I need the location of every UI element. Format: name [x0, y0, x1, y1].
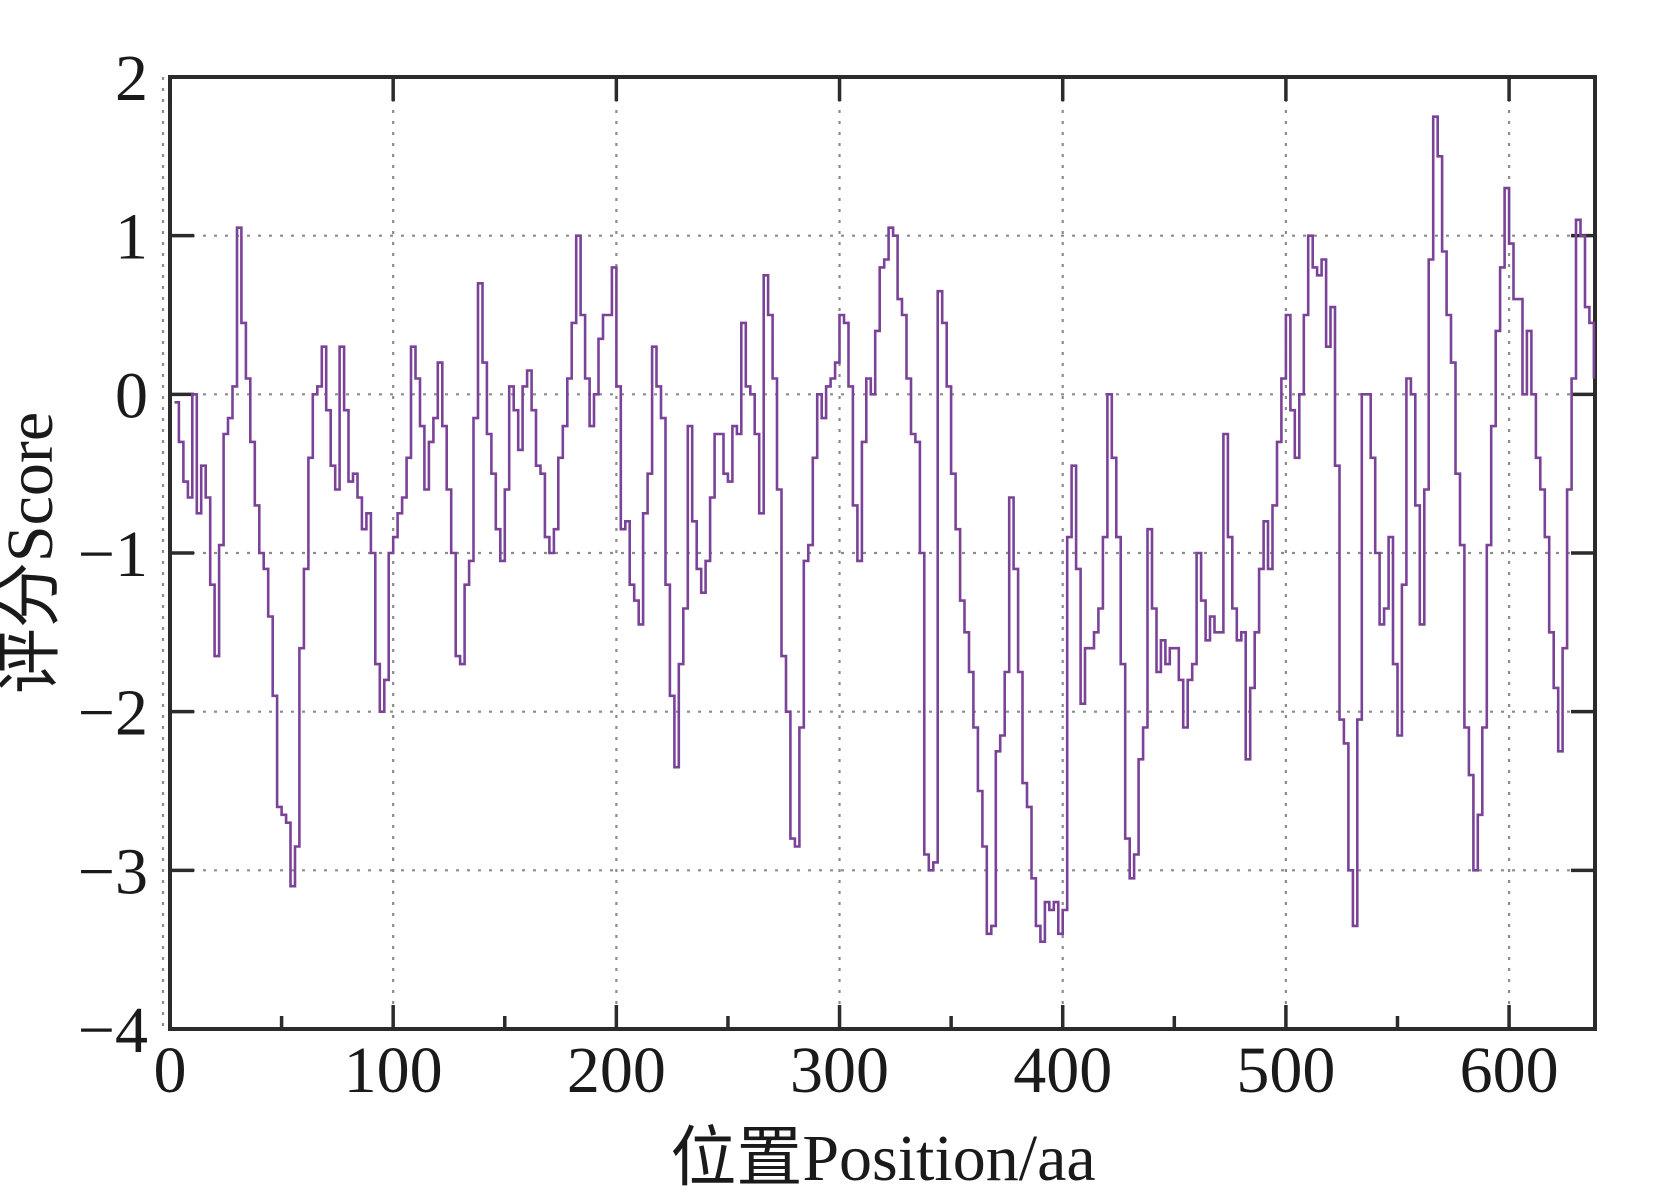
y-tick-label: 2 [115, 42, 148, 115]
x-tick-label: 300 [790, 1034, 889, 1107]
y-tick-label: −4 [78, 994, 148, 1067]
y-tick-label: −1 [78, 518, 148, 591]
x-tick-label: 0 [154, 1034, 187, 1107]
y-tick-label: −2 [78, 677, 148, 750]
y-tick-label: −3 [78, 835, 148, 908]
y-axis-label: 评分Score [0, 412, 67, 694]
y-tick-label: 0 [115, 359, 148, 432]
score-line-series [174, 115, 1596, 943]
x-tick-label: 200 [567, 1034, 666, 1107]
axis-ticks [168, 75, 1595, 1031]
x-tick-label: 100 [344, 1034, 443, 1107]
tick-labels: 0 100 200 300 400 500 600 2 1 0 −1 −2 −3 −4 [78, 42, 1559, 1107]
x-tick-label: 400 [1013, 1034, 1112, 1107]
x-tick-label: 500 [1236, 1034, 1335, 1107]
x-axis-label: 位置Position/aa [670, 1122, 1095, 1195]
x-tick-label: 600 [1460, 1034, 1559, 1107]
y-tick-label: 1 [115, 201, 148, 274]
